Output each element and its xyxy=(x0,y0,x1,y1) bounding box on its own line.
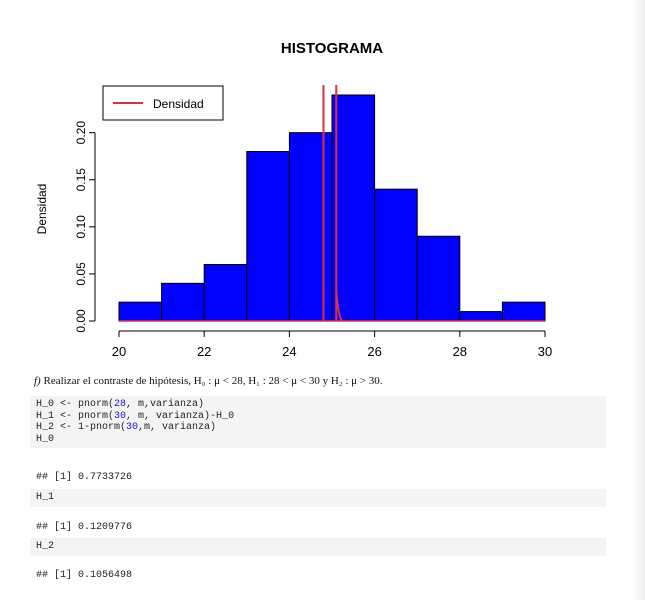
y-tick-label: 0.00 xyxy=(74,309,88,333)
histogram-bar xyxy=(288,132,333,322)
x-tick-label: 20 xyxy=(112,344,126,359)
histogram-bar xyxy=(416,235,461,322)
y-tick-label: 0.05 xyxy=(74,262,88,286)
histogram-bar xyxy=(161,282,205,322)
output-1: ## [1] 0.7733726 xyxy=(36,472,133,483)
histogram-chart: HISTOGRAMA 0.00 0.05 0.10 0.15 0.20 20 22 24 26… xyxy=(35,40,552,359)
code-line: H_2 xyxy=(36,541,55,552)
legend: Densidad xyxy=(102,85,224,121)
y-axis-label: Densidad xyxy=(35,184,49,235)
code-block-1: H_0 <- pnorm(28, m,varianza) H_1 <- pnor… xyxy=(30,396,606,448)
density-lines-group xyxy=(119,85,545,322)
bars-group xyxy=(118,94,546,322)
task-marker: f) xyxy=(34,375,41,387)
output-2: ## [1] 0.1209776 xyxy=(36,522,133,533)
task-statement: f) Realizar el contraste de hipótesis, H… xyxy=(34,375,634,387)
y-tick-label: 0.10 xyxy=(74,215,88,239)
y-tick-label: 0.20 xyxy=(74,121,88,145)
code-line: H_0 <- pnorm(28, m,varianza) xyxy=(36,399,205,410)
code-line: H_1 xyxy=(36,492,55,503)
page-edge-shadow xyxy=(631,0,645,600)
x-tick-label: 28 xyxy=(453,344,467,359)
histogram-bar xyxy=(246,151,290,322)
code-line: H_2 <- 1-pnorm(30,m, varianza) xyxy=(36,422,217,433)
histogram-bar xyxy=(203,264,248,322)
legend-label: Densidad xyxy=(153,97,204,111)
histogram-bar xyxy=(331,94,376,322)
y-tick-label: 0.15 xyxy=(74,168,88,192)
code-block-3: H_2 xyxy=(30,538,606,556)
task-text: Realizar el contraste de hipótesis, H₀ :… xyxy=(40,375,383,387)
density-curve-tail xyxy=(335,289,344,322)
histogram-bar xyxy=(374,188,418,322)
histogram-bar xyxy=(459,311,503,322)
x-tick-label: 22 xyxy=(197,344,211,359)
x-tick-label: 30 xyxy=(538,344,552,359)
histogram-bar xyxy=(118,301,163,322)
histogram-bar xyxy=(501,301,546,322)
code-line: H_1 <- pnorm(30, m, varianza)-H_0 xyxy=(36,410,235,422)
output-3: ## [1] 0.1056498 xyxy=(36,570,133,581)
x-tick-label: 24 xyxy=(282,344,296,359)
code-line: H_0 xyxy=(36,433,55,445)
code-block-2: H_1 xyxy=(30,489,606,507)
y-axis: 0.00 0.05 0.10 0.15 0.20 xyxy=(74,121,96,333)
x-tick-label: 26 xyxy=(367,344,381,359)
x-axis: 20 22 24 26 28 30 xyxy=(112,330,552,359)
chart-title: HISTOGRAMA xyxy=(281,40,383,57)
